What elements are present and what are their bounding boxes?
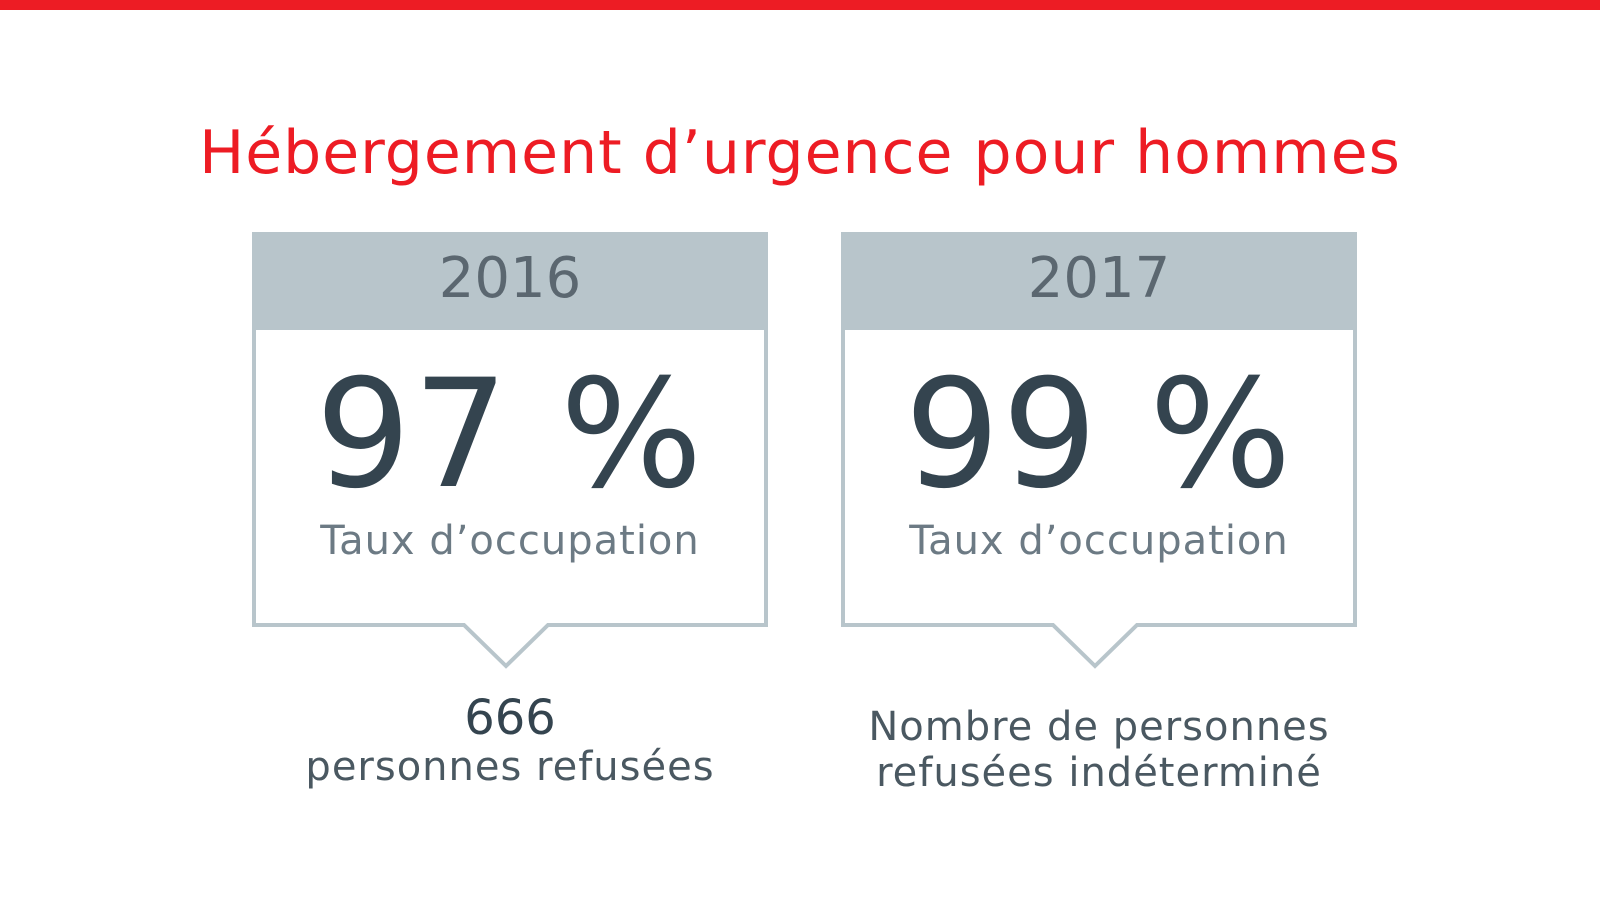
card-2016: 2016 97 % Taux d’occupation [252,232,768,672]
refused-2016: 666 personnes refusées [230,692,790,790]
page-title: Hébergement d’urgence pour hommes [199,118,1401,189]
occupancy-label: Taux d’occupation [909,518,1289,564]
refused-count: 666 [464,690,556,746]
occupancy-label: Taux d’occupation [320,518,700,564]
card-header-fill [841,232,1357,330]
card-frame [252,232,768,669]
card-year: 2017 [1027,246,1171,311]
refused-label: personnes refusées [305,744,715,790]
top-accent-bar [0,0,1600,10]
card-2017: 2017 99 % Taux d’occupation [841,232,1357,672]
card-header-fill [252,232,768,330]
card-year: 2016 [438,246,582,311]
card-frame [841,232,1357,669]
refused-undetermined-text: Nombre de personnes refusées indéterminé [868,704,1330,796]
card-outline [841,232,1357,669]
refused-2017: Nombre de personnes refusées indéterminé [819,692,1379,796]
occupancy-rate: 99 % [904,348,1294,522]
card-outline [252,232,768,669]
occupancy-rate: 97 % [315,348,705,522]
